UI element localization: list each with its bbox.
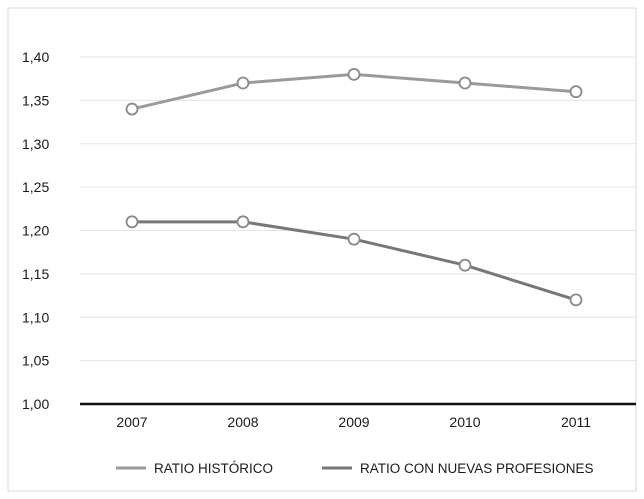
legend-label: RATIO HISTÓRICO: [154, 461, 273, 476]
y-tick-label: 1,25: [22, 179, 49, 195]
y-tick-label: 1,20: [22, 223, 49, 239]
data-point: [569, 293, 583, 307]
data-point: [347, 232, 361, 246]
x-tick-label: 2011: [561, 414, 591, 430]
x-tick-label: 2008: [227, 414, 258, 430]
legend-label: RATIO CON NUEVAS PROFESIONES: [360, 461, 594, 476]
y-tick-label: 1,00: [22, 396, 49, 412]
x-tick-label: 2009: [338, 414, 369, 430]
y-tick-label: 1,05: [22, 353, 49, 369]
data-point: [569, 85, 583, 99]
data-point: [125, 215, 139, 229]
x-tick-labels: 2007 2008 2009 2010 2011: [116, 414, 591, 430]
data-point: [236, 215, 250, 229]
x-tick-label: 2007: [116, 414, 147, 430]
legend: RATIO HISTÓRICO RATIO CON NUEVAS PROFESIO…: [116, 461, 594, 476]
chart-frame: [7, 7, 637, 492]
y-tick-label: 1,15: [22, 266, 49, 282]
x-tick-label: 2010: [449, 414, 480, 430]
y-tick-label: 1,35: [22, 92, 49, 108]
data-point: [458, 258, 472, 272]
data-point: [125, 102, 139, 116]
y-tick-label: 1,10: [22, 309, 49, 325]
y-tick-labels: 1,00 1,05 1,10 1,15 1,20 1,25 1,30 1,35 1,40: [22, 49, 49, 412]
y-tick-label: 1,30: [22, 136, 49, 152]
data-point: [236, 76, 250, 90]
data-point: [458, 76, 472, 90]
series-layer: [125, 67, 583, 307]
data-point: [347, 67, 361, 81]
y-tick-label: 1,40: [22, 49, 49, 65]
